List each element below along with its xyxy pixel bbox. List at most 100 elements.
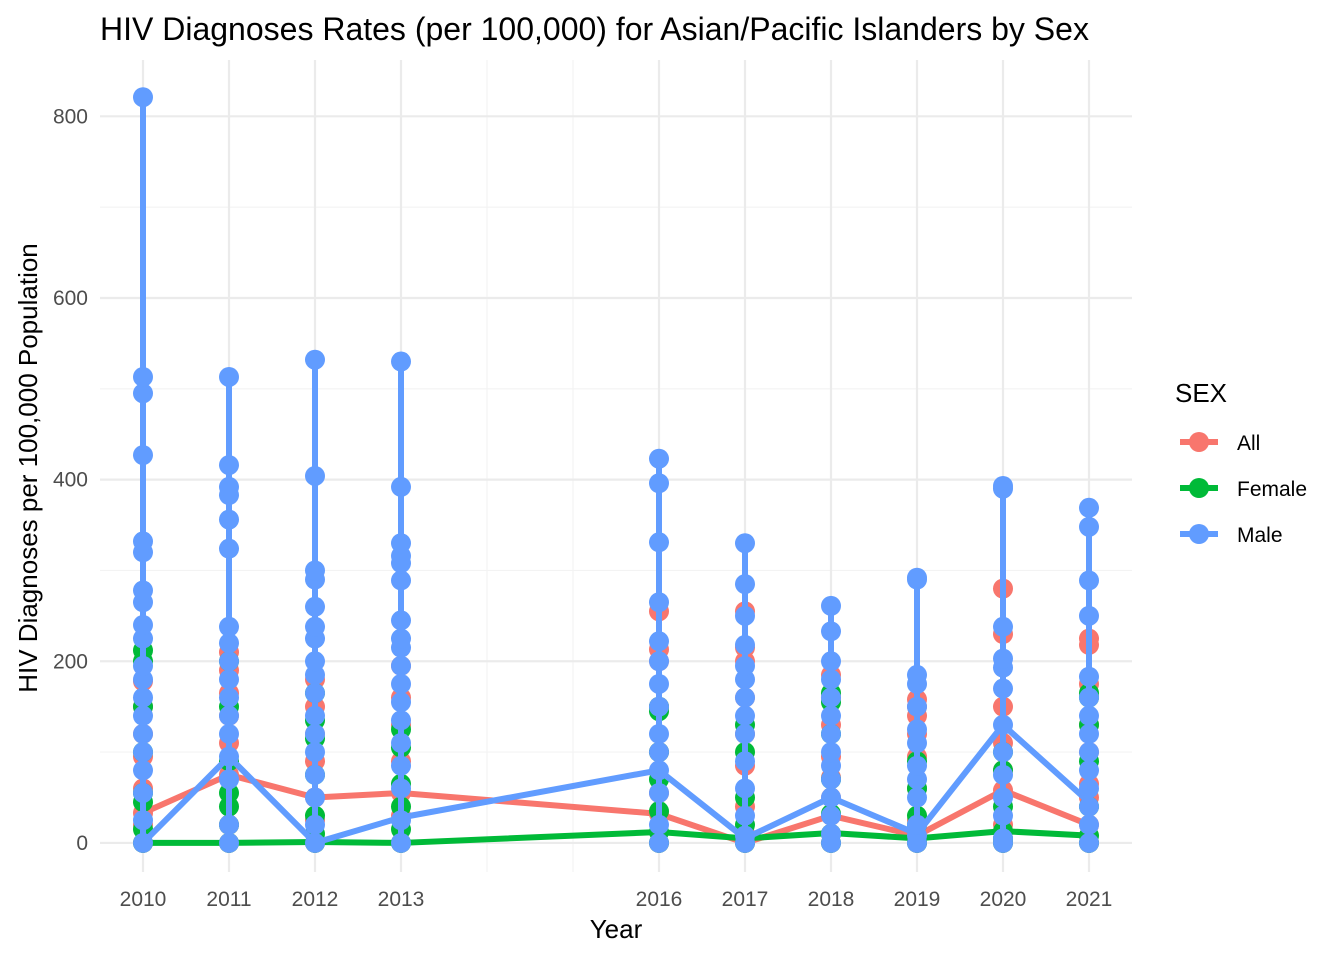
- legend-item-male: Male: [1180, 524, 1283, 547]
- male-point: [907, 567, 927, 588]
- male-point: [219, 633, 239, 654]
- male-point: [219, 769, 239, 790]
- x-tick-label: 2016: [636, 888, 683, 911]
- male-point: [649, 673, 669, 694]
- male-point: [219, 746, 239, 767]
- male-point: [649, 592, 669, 613]
- male-point: [391, 570, 411, 591]
- male-point: [219, 669, 239, 690]
- male-point: [219, 687, 239, 708]
- male-point: [133, 742, 153, 763]
- male-point: [133, 705, 153, 726]
- male-point: [219, 723, 239, 744]
- male-point: [649, 696, 669, 717]
- x-tick-label: 2018: [808, 888, 855, 911]
- male-point: [821, 787, 841, 808]
- male-point: [133, 723, 153, 744]
- series-all: [133, 578, 1099, 853]
- legend-title: SEX: [1175, 378, 1227, 408]
- x-tick-label: 2010: [120, 888, 167, 911]
- male-point: [907, 719, 927, 740]
- male-point: [735, 533, 755, 554]
- male-point: [133, 87, 153, 108]
- male-point: [391, 533, 411, 554]
- male-point: [305, 616, 325, 637]
- male-point: [305, 465, 325, 486]
- male-point: [907, 696, 927, 717]
- y-axis-title: HIV Diagnoses per 100,000 Population: [13, 243, 43, 693]
- male-point: [907, 664, 927, 685]
- male-point: [649, 742, 669, 763]
- male-point: [133, 760, 153, 781]
- male-point: [735, 705, 755, 726]
- male-point: [821, 687, 841, 708]
- legend-item-all: All: [1180, 432, 1260, 455]
- male-point: [649, 448, 669, 469]
- male-point: [993, 742, 1013, 763]
- male-point: [649, 651, 669, 672]
- male-point: [1079, 814, 1099, 835]
- male-point: [821, 723, 841, 744]
- male-point: [1079, 742, 1099, 763]
- male-point: [391, 710, 411, 731]
- male-point: [1079, 570, 1099, 591]
- male-point: [133, 782, 153, 803]
- male-point: [821, 669, 841, 690]
- male-point: [735, 751, 755, 772]
- male-point: [133, 531, 153, 552]
- male-point: [735, 723, 755, 744]
- male-point: [391, 610, 411, 631]
- male-point: [1079, 516, 1099, 537]
- male-point: [305, 723, 325, 744]
- series-male: [133, 87, 1099, 853]
- male-point: [993, 714, 1013, 735]
- legend-label: Male: [1237, 524, 1283, 547]
- male-point: [649, 814, 669, 835]
- male-point: [391, 692, 411, 713]
- legend: SEX All Female Male: [1175, 378, 1307, 547]
- male-point: [391, 476, 411, 497]
- legend-key-point: [1189, 478, 1209, 498]
- x-tick-label: 2011: [206, 888, 251, 911]
- x-tick-label: 2017: [722, 888, 769, 911]
- male-point: [907, 787, 927, 808]
- male-point: [993, 616, 1013, 637]
- male-point: [391, 673, 411, 694]
- male-point: [219, 651, 239, 672]
- male-point: [391, 351, 411, 372]
- y-tick-label: 0: [76, 832, 88, 855]
- male-point: [907, 814, 927, 835]
- axis-labels: 0 200 400 600 800 2010 2011 2012 2013 2016 2017 201…: [53, 105, 1112, 911]
- male-point: [133, 383, 153, 404]
- male-point: [993, 787, 1013, 808]
- male-point: [219, 509, 239, 530]
- male-point: [391, 810, 411, 831]
- male-point: [993, 648, 1013, 669]
- male-point: [993, 678, 1013, 699]
- male-point: [735, 778, 755, 799]
- y-tick-label: 600: [53, 287, 88, 310]
- male-point: [907, 755, 927, 776]
- male-point: [305, 705, 325, 726]
- series-female: [133, 640, 1099, 853]
- male-point: [821, 595, 841, 616]
- male-point: [821, 742, 841, 763]
- male-point: [1079, 666, 1099, 687]
- legend-label: All: [1237, 432, 1260, 455]
- y-tick-label: 200: [53, 650, 88, 673]
- male-point: [133, 655, 153, 676]
- male-point: [649, 760, 669, 781]
- male-point: [219, 616, 239, 637]
- all-trend-line: [141, 771, 1091, 846]
- male-point: [1079, 687, 1099, 708]
- male-point: [219, 538, 239, 559]
- male-point: [821, 651, 841, 672]
- male-point: [219, 476, 239, 497]
- male-point: [305, 764, 325, 785]
- male-point: [735, 825, 755, 846]
- legend-key-point: [1189, 432, 1209, 452]
- male-point: [993, 828, 1013, 849]
- male-point: [649, 832, 669, 853]
- male-point: [391, 733, 411, 754]
